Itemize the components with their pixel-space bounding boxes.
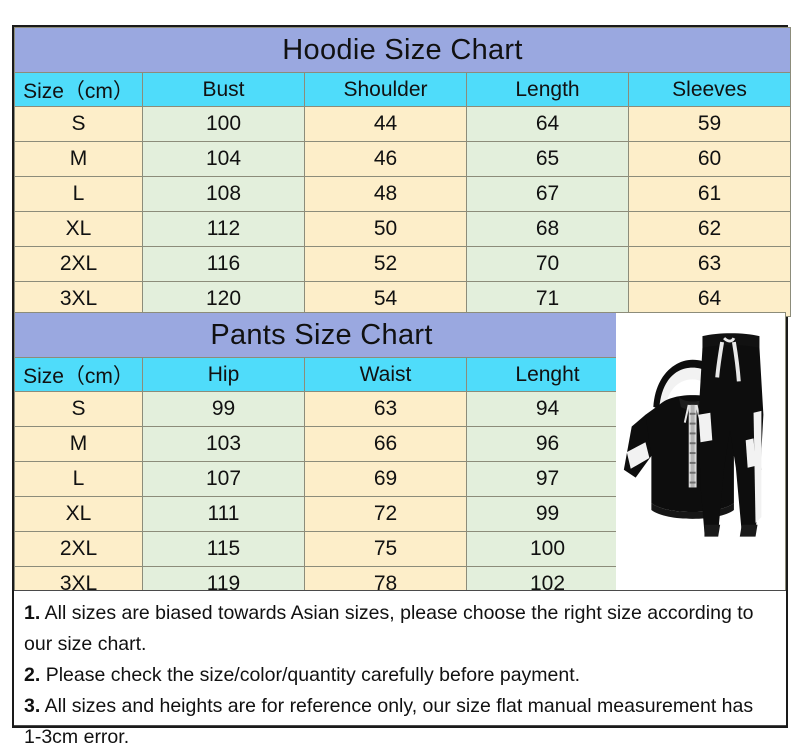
hoodie-title-row: Hoodie Size Chart bbox=[13, 27, 792, 73]
note-text: All sizes are biased towards Asian sizes… bbox=[44, 602, 754, 624]
cell-length: 68 bbox=[466, 211, 629, 247]
hoodie-header-row: Size（cm） Bust Shoulder Length Sleeves bbox=[14, 72, 792, 107]
cell-length: 70 bbox=[466, 246, 629, 282]
hoodie-col-shoulder: Shoulder bbox=[304, 72, 467, 107]
cell-size: XL bbox=[14, 496, 143, 532]
cell-size: M bbox=[14, 141, 143, 177]
table-row: 2XL 115 75 100 bbox=[14, 531, 630, 567]
cell-bust: 116 bbox=[142, 246, 305, 282]
table-row: L 107 69 97 bbox=[14, 461, 630, 497]
pants-col-waist: Waist bbox=[304, 357, 467, 392]
pants-title: Pants Size Chart bbox=[13, 312, 630, 358]
cell-size: 3XL bbox=[14, 281, 143, 317]
note-number: 1. bbox=[24, 602, 41, 624]
cell-bust: 100 bbox=[142, 106, 305, 142]
cell-hip: 103 bbox=[142, 426, 305, 462]
pants-col-size: Size（cm） bbox=[14, 357, 143, 392]
note-text: Please check the size/color/quantity car… bbox=[45, 664, 581, 686]
hoodie-size-chart-block: Hoodie Size Chart Size（cm） Bust Shoulder… bbox=[13, 27, 792, 317]
table-row: XL 112 50 68 62 bbox=[14, 211, 792, 247]
size-notes-block: 1. All sizes are biased towards Asian si… bbox=[14, 590, 786, 748]
table-row: XL 111 72 99 bbox=[14, 496, 630, 532]
cell-length: 65 bbox=[466, 141, 629, 177]
cell-length: 64 bbox=[466, 106, 629, 142]
cell-size: L bbox=[14, 461, 143, 497]
hoodie-col-size: Size（cm） bbox=[14, 72, 143, 107]
cell-waist: 66 bbox=[304, 426, 467, 462]
note-line: 3. All sizes and heights are for referen… bbox=[24, 691, 776, 722]
cell-sleeves: 60 bbox=[627, 141, 792, 177]
cell-bust: 108 bbox=[142, 176, 305, 212]
cell-hip: 115 bbox=[142, 531, 305, 567]
note-line: 1. All sizes are biased towards Asian si… bbox=[24, 598, 776, 629]
hoodie-table: Hoodie Size Chart Size（cm） Bust Shoulder… bbox=[13, 27, 792, 317]
cell-shoulder: 52 bbox=[304, 246, 467, 282]
table-row: 3XL 120 54 71 64 bbox=[14, 281, 792, 317]
cell-bust: 112 bbox=[142, 211, 305, 247]
pants-header-row: Size（cm） Hip Waist Lenght bbox=[14, 357, 630, 392]
note-line: 1-3cm error. bbox=[24, 722, 776, 753]
table-row: M 103 66 96 bbox=[14, 426, 630, 462]
cell-size: S bbox=[14, 391, 143, 427]
note-number: 2. bbox=[24, 664, 41, 686]
cell-waist: 69 bbox=[304, 461, 467, 497]
hoodie-title: Hoodie Size Chart bbox=[13, 27, 792, 73]
cell-length: 97 bbox=[465, 461, 630, 497]
note-line: our size chart. bbox=[24, 629, 776, 660]
cell-sleeves: 62 bbox=[627, 211, 792, 247]
cell-shoulder: 48 bbox=[304, 176, 467, 212]
cell-size: M bbox=[14, 426, 143, 462]
cell-sleeves: 64 bbox=[627, 281, 792, 317]
cell-size: S bbox=[14, 106, 143, 142]
cell-sleeves: 63 bbox=[627, 246, 792, 282]
cell-shoulder: 44 bbox=[304, 106, 467, 142]
cell-waist: 63 bbox=[304, 391, 467, 427]
table-row: 2XL 116 52 70 63 bbox=[14, 246, 792, 282]
cell-hip: 107 bbox=[142, 461, 305, 497]
cell-sleeves: 61 bbox=[627, 176, 792, 212]
note-line: 2. Please check the size/color/quantity … bbox=[24, 660, 776, 691]
cell-shoulder: 46 bbox=[304, 141, 467, 177]
tracksuit-product-photo bbox=[616, 320, 785, 594]
table-row: S 100 44 64 59 bbox=[14, 106, 792, 142]
pants-col-hip: Hip bbox=[142, 357, 305, 392]
table-row: S 99 63 94 bbox=[14, 391, 630, 427]
pants-col-length: Lenght bbox=[465, 357, 630, 392]
cell-hip: 99 bbox=[142, 391, 305, 427]
cell-length: 71 bbox=[466, 281, 629, 317]
cell-size: 2XL bbox=[14, 246, 143, 282]
cell-length: 67 bbox=[466, 176, 629, 212]
table-row: L 108 48 67 61 bbox=[14, 176, 792, 212]
hoodie-col-bust: Bust bbox=[142, 72, 305, 107]
pants-illustration bbox=[698, 333, 764, 537]
note-text: 1-3cm error. bbox=[24, 726, 130, 748]
cell-shoulder: 50 bbox=[304, 211, 467, 247]
cell-length: 94 bbox=[465, 391, 630, 427]
cell-length: 96 bbox=[465, 426, 630, 462]
hoodie-col-length: Length bbox=[466, 72, 629, 107]
cell-length: 100 bbox=[465, 531, 630, 567]
table-row: M 104 46 65 60 bbox=[14, 141, 792, 177]
cell-waist: 72 bbox=[304, 496, 467, 532]
product-image-cell bbox=[616, 312, 786, 602]
note-number: 3. bbox=[24, 695, 41, 717]
note-text: All sizes and heights are for reference … bbox=[44, 695, 754, 717]
cell-size: 2XL bbox=[14, 531, 143, 567]
cell-size: XL bbox=[14, 211, 143, 247]
hoodie-col-sleeves: Sleeves bbox=[627, 72, 792, 107]
cell-size: L bbox=[14, 176, 143, 212]
pants-table: Pants Size Chart Size（cm） Hip Waist Leng… bbox=[13, 312, 630, 602]
size-chart-sheet: Hoodie Size Chart Size（cm） Bust Shoulder… bbox=[12, 25, 792, 748]
pants-and-product-row: Pants Size Chart Size（cm） Hip Waist Leng… bbox=[13, 312, 786, 602]
cell-bust: 104 bbox=[142, 141, 305, 177]
cell-length: 99 bbox=[465, 496, 630, 532]
pants-size-chart-block: Pants Size Chart Size（cm） Hip Waist Leng… bbox=[13, 312, 630, 602]
cell-sleeves: 59 bbox=[627, 106, 792, 142]
cell-waist: 75 bbox=[304, 531, 467, 567]
note-text: our size chart. bbox=[24, 633, 147, 655]
pants-title-row: Pants Size Chart bbox=[13, 312, 630, 358]
cell-hip: 111 bbox=[142, 496, 305, 532]
